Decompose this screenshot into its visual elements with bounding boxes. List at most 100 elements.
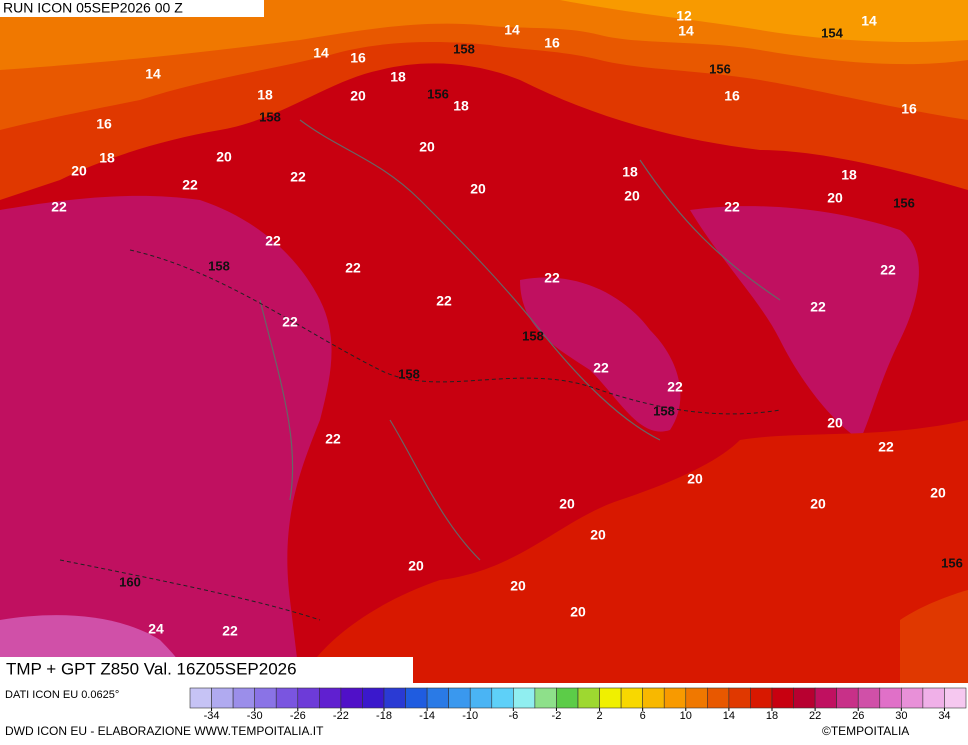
- temperature-label: 20: [624, 188, 640, 204]
- legend-swatch: [944, 687, 967, 709]
- temperature-label: 14: [861, 13, 877, 29]
- temperature-label: 20: [930, 485, 946, 501]
- legend-tick-label: 26: [852, 710, 864, 722]
- temperature-label: 22: [544, 270, 560, 286]
- legend-swatch: [577, 687, 600, 709]
- legend-swatch: [469, 687, 493, 709]
- legend-swatch: [340, 687, 363, 709]
- temperature-label: 20: [570, 604, 586, 620]
- legend-swatch: [922, 687, 945, 709]
- temperature-label: 18: [99, 150, 115, 166]
- south-italy-magenta: [520, 277, 681, 432]
- temperature-label: 16: [724, 88, 740, 104]
- temperature-label: 18: [390, 69, 406, 85]
- legend-swatch: [685, 687, 708, 709]
- legend-tick-label: -26: [290, 710, 306, 722]
- header-box: [0, 0, 264, 17]
- legend-swatch: [793, 687, 816, 709]
- temperature-label: 22: [667, 379, 683, 395]
- legend-swatch: [707, 687, 730, 709]
- legend-tick-label: 14: [723, 710, 735, 722]
- legend-swatch: [426, 687, 449, 709]
- legend-swatch: [362, 687, 385, 709]
- geopotential-isolines: [59, 249, 781, 621]
- legend-tick-label: -2: [552, 710, 562, 722]
- temperature-label: 20: [510, 578, 526, 594]
- legend-swatch: [556, 687, 579, 709]
- legend-swatch: [620, 687, 643, 709]
- temperature-label: 16: [350, 50, 366, 66]
- geopotential-label: 158: [653, 403, 675, 418]
- temperature-label: 22: [51, 199, 67, 215]
- temperature-label: 14: [145, 66, 161, 82]
- legend-swatch: [857, 687, 881, 709]
- title-box: [0, 657, 413, 683]
- legend-tick-label: -6: [508, 710, 518, 722]
- temperature-label: 20: [350, 88, 366, 104]
- temperature-label: 20: [408, 558, 424, 574]
- coastlines: [259, 119, 781, 561]
- legend-swatch: [297, 687, 320, 709]
- temperature-label: 20: [71, 163, 87, 179]
- temperature-label: 20: [216, 149, 232, 165]
- legend-tick-label: -22: [333, 710, 349, 722]
- legend-swatch: [599, 687, 622, 709]
- geopotential-label: 156: [893, 195, 915, 210]
- legend-swatch: [836, 687, 859, 709]
- temperature-label: 22: [265, 233, 281, 249]
- temperature-label: 22: [345, 260, 361, 276]
- map: [0, 0, 968, 684]
- west-magenta: [0, 195, 332, 684]
- temperature-label: 22: [182, 177, 198, 193]
- legend-swatch: [491, 687, 514, 709]
- geopotential-label: 158: [453, 41, 475, 56]
- legend-swatch: [901, 687, 924, 709]
- legend-tick-label: -30: [247, 710, 263, 722]
- corner-warm: [900, 590, 968, 683]
- legend-tick-label: -14: [419, 710, 435, 722]
- southeast-warm: [300, 420, 968, 683]
- legend-tick-label: 30: [895, 710, 907, 722]
- legend-tick-label: 22: [809, 710, 821, 722]
- top-band: [560, 0, 968, 42]
- geopotential-label: 156: [709, 61, 731, 76]
- geopotential-label: 156: [941, 555, 963, 570]
- temperature-label: 24: [148, 621, 164, 637]
- temperature-label: 16: [901, 101, 917, 117]
- legend-swatch: [771, 687, 794, 709]
- temperature-label: 14: [504, 22, 520, 38]
- geopotential-label: 160: [119, 574, 141, 589]
- legend-tick-label: 2: [596, 710, 602, 722]
- color-legend: -34 -30 -26 -22 -18 -14 -10 -6 -2 2 6 10 14 18 22 26 30 3…: [189, 687, 967, 722]
- temperature-label: 20: [827, 415, 843, 431]
- temperature-label: 22: [724, 199, 740, 215]
- temperature-label: 18: [622, 164, 638, 180]
- temperature-label: 22: [880, 262, 896, 278]
- legend-swatch: [448, 687, 471, 709]
- temperature-label: 22: [593, 360, 609, 376]
- temperature-label: 14: [313, 45, 329, 61]
- run-label: RUN ICON 05SEP2026 00 Z: [3, 0, 183, 16]
- legend-swatch: [211, 687, 234, 709]
- legend-swatch: [728, 687, 751, 709]
- temperature-label: 20: [810, 496, 826, 512]
- legend-swatch: [750, 687, 773, 709]
- temperature-label: 22: [282, 314, 298, 330]
- temperature-label: 20: [470, 181, 486, 197]
- temperature-label: 20: [687, 471, 703, 487]
- temperature-label: 22: [222, 623, 238, 639]
- temperature-label: 18: [257, 87, 273, 103]
- geopotential-label: 158: [208, 258, 230, 273]
- data-source: DATI ICON EU 0.0625°: [5, 689, 119, 701]
- copyright: ©TEMPOITALIA: [822, 724, 909, 738]
- legend-swatch: [383, 687, 406, 709]
- temperature-label: 16: [544, 35, 560, 51]
- footer-title: TMP + GPT Z850 Val. 16Z05SEP2026: [6, 659, 297, 678]
- legend-swatch: [814, 687, 837, 709]
- temperature-label: 18: [841, 167, 857, 183]
- geopotential-label: 158: [398, 366, 420, 381]
- legend-swatch: [319, 687, 342, 709]
- temperature-label: 22: [810, 299, 826, 315]
- temperature-label: 14: [678, 23, 694, 39]
